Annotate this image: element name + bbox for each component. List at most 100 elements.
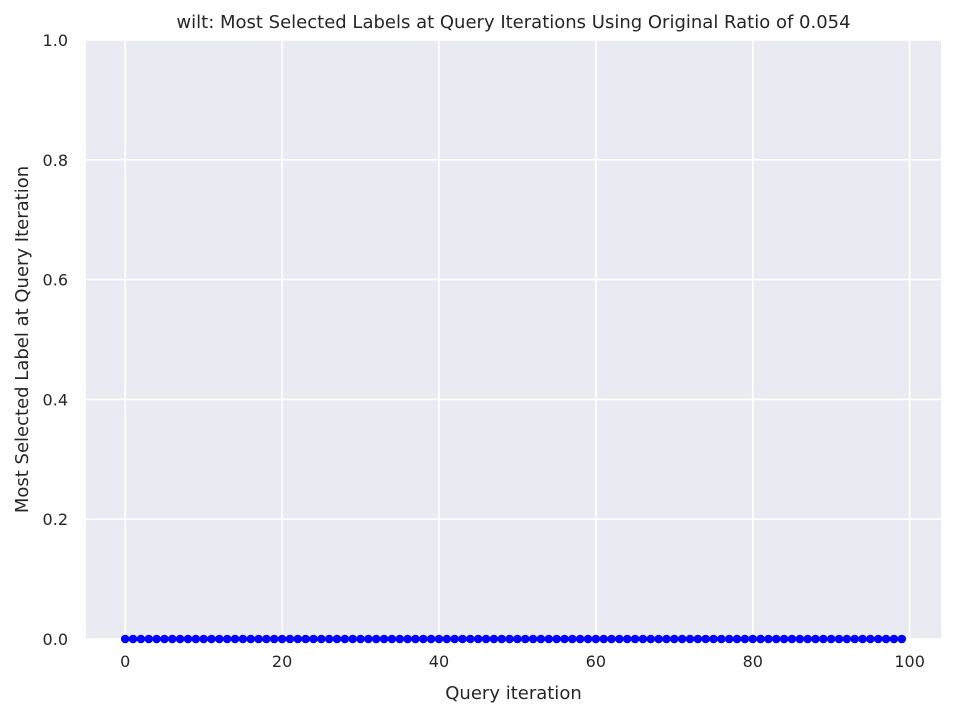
data-point xyxy=(246,634,256,644)
data-point xyxy=(199,634,208,644)
data-point xyxy=(630,634,640,644)
data-point xyxy=(724,634,734,644)
data-point xyxy=(262,634,271,644)
data-point xyxy=(120,634,130,644)
data-point xyxy=(379,634,389,644)
y-tick-label: 0.4 xyxy=(43,390,68,409)
x-tick-label: 80 xyxy=(743,652,763,671)
data-point xyxy=(222,634,232,644)
y-tick-label: 0.6 xyxy=(43,271,68,290)
data-point xyxy=(622,634,632,644)
data-point xyxy=(513,634,522,644)
data-point xyxy=(442,634,452,644)
data-point xyxy=(756,634,765,644)
chart-title: wilt: Most Selected Labels at Query Iter… xyxy=(176,12,850,33)
data-point xyxy=(881,634,891,644)
data-point xyxy=(356,634,365,644)
data-point xyxy=(850,634,860,644)
data-point xyxy=(301,634,310,644)
data-point xyxy=(826,634,836,644)
data-point xyxy=(638,634,648,644)
data-point xyxy=(842,634,852,644)
data-point xyxy=(677,634,687,644)
y-tick-label: 0.8 xyxy=(43,151,68,170)
data-point xyxy=(873,634,883,644)
data-point xyxy=(764,634,773,644)
data-points xyxy=(120,634,907,644)
data-point xyxy=(426,634,436,644)
y-tick-label: 0.2 xyxy=(43,510,68,529)
data-point xyxy=(615,634,624,644)
data-point xyxy=(819,634,828,644)
data-point xyxy=(740,634,750,644)
data-point xyxy=(364,634,373,644)
data-point xyxy=(411,634,420,644)
data-point xyxy=(701,634,710,644)
data-point xyxy=(497,634,507,644)
y-tick-label: 0.0 xyxy=(43,630,68,649)
x-tick-label: 40 xyxy=(429,652,449,671)
data-point xyxy=(811,634,820,644)
data-point xyxy=(544,634,554,644)
data-point xyxy=(371,634,381,644)
data-point xyxy=(340,634,350,644)
data-point xyxy=(607,634,616,644)
data-point xyxy=(779,634,789,644)
data-point xyxy=(160,634,169,644)
data-point xyxy=(568,634,577,644)
data-point xyxy=(144,634,154,644)
y-tick-label: 1.0 xyxy=(43,31,68,50)
y-tick-labels: 0.0 0.2 0.4 0.6 0.8 1.0 xyxy=(43,31,68,649)
data-point xyxy=(552,634,561,644)
data-point xyxy=(583,634,593,644)
data-point xyxy=(128,634,138,644)
data-point xyxy=(395,634,405,644)
data-point xyxy=(575,634,585,644)
x-tick-label: 100 xyxy=(894,652,925,671)
data-point xyxy=(771,634,781,644)
data-point xyxy=(277,634,287,644)
x-axis-label: Query iteration xyxy=(445,683,581,704)
data-point xyxy=(787,634,797,644)
data-point xyxy=(505,634,514,644)
y-axis-label: Most Selected Label at Query Iteration xyxy=(12,166,33,513)
data-point xyxy=(654,634,663,644)
data-point xyxy=(403,634,412,644)
data-point xyxy=(230,634,240,644)
data-point xyxy=(317,634,326,644)
data-point xyxy=(489,634,499,644)
x-tick-label: 60 xyxy=(586,652,606,671)
data-point xyxy=(418,634,428,644)
data-point xyxy=(293,634,303,644)
data-point xyxy=(709,634,718,644)
data-point xyxy=(324,634,334,644)
data-point xyxy=(717,634,726,644)
data-point xyxy=(858,634,867,644)
data-point xyxy=(591,634,601,644)
data-point xyxy=(560,634,569,644)
data-point xyxy=(207,634,216,644)
plot-background xyxy=(86,40,941,639)
data-point xyxy=(670,634,679,644)
data-point xyxy=(897,634,907,644)
data-point xyxy=(795,634,805,644)
data-point xyxy=(528,634,538,644)
data-point xyxy=(309,634,318,644)
data-point xyxy=(269,634,279,644)
data-point xyxy=(481,634,491,644)
data-point xyxy=(387,634,397,644)
data-point xyxy=(693,634,703,644)
data-point xyxy=(520,634,530,644)
data-point xyxy=(458,634,467,644)
data-point xyxy=(834,634,844,644)
data-point xyxy=(136,634,146,644)
data-point xyxy=(473,634,483,644)
data-point xyxy=(183,634,193,644)
data-point xyxy=(536,634,546,644)
data-point xyxy=(434,634,444,644)
data-point xyxy=(152,634,161,644)
data-point xyxy=(748,634,758,644)
data-point xyxy=(167,634,177,644)
x-tick-label: 20 xyxy=(272,652,292,671)
data-point xyxy=(254,634,263,644)
